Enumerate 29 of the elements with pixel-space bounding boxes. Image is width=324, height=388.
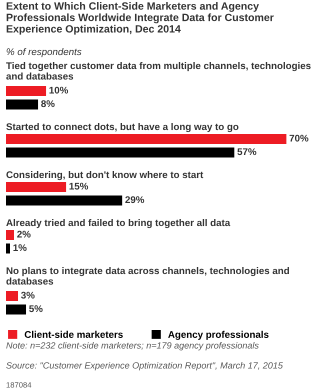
bar xyxy=(6,148,234,158)
data-label: 3% xyxy=(21,292,35,299)
text: Note: n=232 client-side marketers; n=179 agency professionals xyxy=(6,342,259,350)
y-tick-label: Started to connect dots, but have a long way to go xyxy=(6,123,238,132)
source-note: Source: "Customer Experience Optimization Report", March 17, 2015 xyxy=(6,362,283,370)
bar xyxy=(6,196,122,206)
data-label: 8% xyxy=(41,100,55,108)
data-label: 10% xyxy=(49,86,68,94)
y-tick-label: Tied together customer data from multiple channels, technologies and databases xyxy=(6,62,311,80)
y-tick-label: Already tried and failed to bring together all data xyxy=(6,219,230,228)
data-label: 5% xyxy=(29,305,43,312)
data-label: 70% xyxy=(290,134,308,142)
data-label: 57% xyxy=(237,148,256,156)
data-label: 1% xyxy=(13,244,27,252)
bar xyxy=(6,86,46,96)
bar xyxy=(6,182,66,192)
bar xyxy=(6,134,286,144)
legend-label: Agency professionals xyxy=(168,330,269,340)
chart-subtitle: % of respondents xyxy=(6,48,82,58)
data-label: 29% xyxy=(125,196,144,204)
chart-title: Extent to Which Client-Side Marketers and Agency Professionals Worldwide Integrate Data for Customer Experience Optimization, Dec 2014 xyxy=(6,2,274,35)
y-tick-label: Considering, but don't know where to start xyxy=(6,171,204,180)
data-label: 2% xyxy=(17,230,31,238)
data-label: 15% xyxy=(69,182,88,190)
bar xyxy=(6,244,10,254)
legend-label: Client-side marketers xyxy=(24,330,123,338)
bar xyxy=(6,230,14,240)
bar xyxy=(6,100,38,110)
y-tick-label: No plans to integrate data across channels, technologies and databases xyxy=(6,267,289,285)
